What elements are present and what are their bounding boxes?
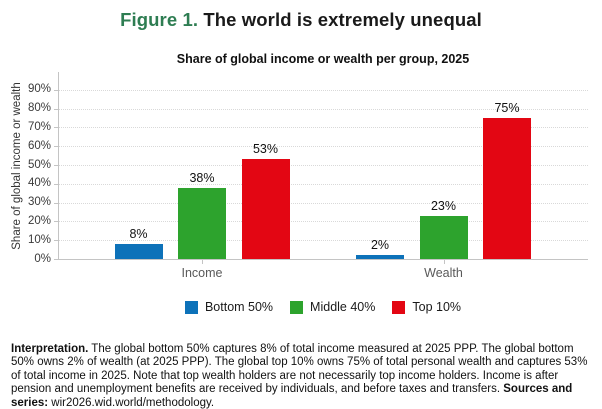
bar-income-top-10 — [241, 159, 290, 259]
bar-income-middle-40 — [178, 187, 226, 259]
legend-item-bottom-50: Bottom 50% — [184, 300, 274, 314]
x-tick-mark-income — [202, 260, 203, 264]
x-tick-mark-wealth — [443, 260, 445, 264]
gridline-50 — [58, 165, 588, 166]
legend-item-top-10: Top 10% — [392, 300, 461, 314]
y-tick-mark-80 — [54, 108, 58, 110]
y-tick-mark-40 — [54, 183, 58, 185]
interpretation-segment-0: Interpretation. — [11, 342, 89, 355]
y-tick-label-30: 30% — [27, 196, 51, 209]
y-tick-label-50: 50% — [27, 158, 51, 171]
y-tick-label-70: 70% — [27, 120, 51, 133]
bar-wealth-top-10 — [483, 118, 531, 259]
bar-wealth-bottom-50 — [356, 255, 404, 259]
y-tick-label-80: 80% — [27, 102, 51, 115]
gridline-40 — [58, 183, 588, 185]
y-tick-label-40: 40% — [27, 177, 51, 190]
bar-wealth-middle-40 — [419, 215, 468, 259]
x-axis-line — [58, 259, 588, 260]
chart-subtitle: Share of global income or wealth per gro… — [176, 52, 470, 66]
y-tick-mark-50 — [54, 165, 58, 166]
legend-swatch-bottom-50 — [184, 300, 198, 314]
bar-value-label-wealth-middle-40: 23% — [430, 198, 457, 213]
y-axis-line — [58, 72, 59, 259]
legend-label-bottom-50: Bottom 50% — [204, 300, 274, 314]
legend-label-top-10: Top 10% — [412, 300, 462, 314]
gridline-20 — [58, 221, 588, 223]
figure-number-label: Figure 1. — [120, 9, 199, 30]
interpretation-segment-1: The global bottom 50% captures 8% of tot… — [11, 342, 588, 396]
y-tick-label-60: 60% — [27, 139, 51, 152]
y-tick-mark-10 — [54, 240, 58, 242]
gridline-90 — [58, 89, 588, 91]
legend-item-middle-40: Middle 40% — [290, 300, 375, 314]
y-tick-mark-60 — [54, 146, 58, 148]
bar-value-label-income-bottom-50: 8% — [129, 226, 148, 241]
interpretation-segment-3: wir2026.wid.world/methodology. — [48, 396, 215, 409]
bar-value-label-income-top-10: 53% — [252, 142, 279, 157]
bar-value-label-wealth-top-10: 75% — [494, 101, 520, 115]
y-tick-label-10: 10% — [27, 233, 51, 246]
y-tick-label-20: 20% — [27, 214, 51, 227]
y-tick-label-0: 0% — [34, 252, 51, 265]
y-tick-label-90: 90% — [27, 83, 51, 96]
gridline-60 — [58, 146, 588, 148]
legend-swatch-middle-40 — [290, 300, 304, 314]
y-tick-mark-0 — [54, 259, 58, 260]
interpretation-text: Interpretation. The global bottom 50% ca… — [11, 343, 593, 409]
interpretation-segment-2: Sources and series: — [11, 383, 573, 409]
gridline-80 — [58, 108, 588, 110]
y-tick-mark-30 — [54, 202, 58, 204]
gridline-70 — [58, 127, 588, 129]
y-tick-mark-20 — [54, 221, 58, 223]
legend-swatch-top-10 — [392, 300, 406, 314]
legend-label-middle-40: Middle 40% — [310, 300, 376, 314]
x-category-label-wealth: Wealth — [424, 266, 463, 280]
gridline-30 — [58, 202, 588, 204]
bar-value-label-wealth-bottom-50: 2% — [370, 238, 390, 253]
y-tick-mark-90 — [54, 89, 58, 91]
x-category-label-income: Income — [181, 266, 223, 280]
bar-income-bottom-50 — [114, 243, 163, 259]
page-title-text: The world is extremely unequal — [203, 9, 482, 30]
bar-value-label-income-middle-40: 38% — [189, 170, 215, 185]
chart-legend: Bottom 50% Middle 40% Top 10% — [58, 300, 588, 314]
y-tick-mark-70 — [54, 127, 58, 129]
page-title: Figure 1. The world is extremely unequal — [0, 9, 602, 31]
gridline-10 — [58, 240, 588, 242]
